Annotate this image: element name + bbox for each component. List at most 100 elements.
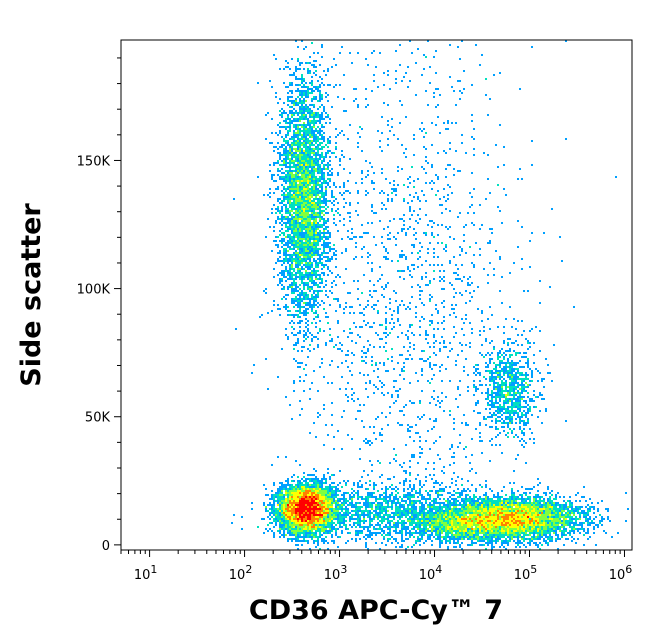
density-point [317,150,319,152]
density-point [313,52,315,54]
density-point [303,302,305,304]
density-point [349,192,351,194]
density-point [283,154,285,156]
density-point [319,190,321,192]
density-point [387,478,389,480]
density-point [327,146,329,148]
density-point [501,388,503,390]
density-point [303,184,305,186]
density-point [275,240,277,242]
density-point [495,396,497,398]
density-point [453,336,455,338]
density-point [307,226,309,228]
density-point [311,496,313,498]
density-point [309,224,311,226]
density-point [279,490,281,492]
density-point [279,482,281,484]
density-point [331,424,333,426]
density-point [327,434,329,436]
density-point [319,114,321,116]
density-point [473,394,475,396]
density-point [317,184,319,186]
density-point [513,378,515,380]
density-point [497,498,499,500]
density-point [569,500,571,502]
density-point [289,96,291,98]
density-point [295,168,297,170]
density-point [311,322,313,324]
density-point [311,114,313,116]
density-point [299,152,301,154]
density-point [293,282,295,284]
density-point [287,208,289,210]
density-point [317,258,319,260]
density-point [497,356,499,358]
density-point [459,58,461,60]
density-point [303,250,305,252]
density-point [305,142,307,144]
density-point [291,100,293,102]
density-point [301,260,303,262]
density-point [327,238,329,240]
density-point [375,66,377,68]
density-point [425,490,427,492]
density-point [417,432,419,434]
density-point [323,156,325,158]
density-point [315,276,317,278]
density-point [317,240,319,242]
density-point [511,418,513,420]
density-point [305,164,307,166]
density-point [503,358,505,360]
density-point [299,138,301,140]
density-point [429,490,431,492]
density-point [435,404,437,406]
density-point [365,500,367,502]
density-point [303,210,305,212]
density-point [405,470,407,472]
density-point [319,134,321,136]
density-point [295,112,297,114]
density-point [329,494,331,496]
density-point [503,356,505,358]
density-point [485,418,487,420]
density-point [479,248,481,250]
density-point [319,156,321,158]
density-point [439,490,441,492]
density-point [301,494,303,496]
density-point [277,148,279,150]
density-point [497,376,499,378]
density-point [403,214,405,216]
density-point [413,344,415,346]
density-point [379,140,381,142]
density-point [323,222,325,224]
density-point [301,214,303,216]
density-point [299,366,301,368]
density-point [337,490,339,492]
density-point [289,158,291,160]
density-point [387,424,389,426]
density-point [299,330,301,332]
density-point [335,84,337,86]
density-point [535,406,537,408]
density-point [299,490,301,492]
density-point [371,222,373,224]
density-point [433,222,435,224]
density-point [367,256,369,258]
density-point [489,426,491,428]
density-point [523,366,525,368]
density-point [387,120,389,122]
density-point [351,394,353,396]
density-point [311,226,313,228]
density-point [327,94,329,96]
density-point [315,264,317,266]
density-point [293,212,295,214]
density-point [357,410,359,412]
density-point [521,320,523,322]
density-point [453,174,455,176]
density-point [261,314,263,316]
density-point [463,334,465,336]
density-point [513,350,515,352]
density-point [399,424,401,426]
density-point [399,324,401,326]
density-point [421,494,423,496]
